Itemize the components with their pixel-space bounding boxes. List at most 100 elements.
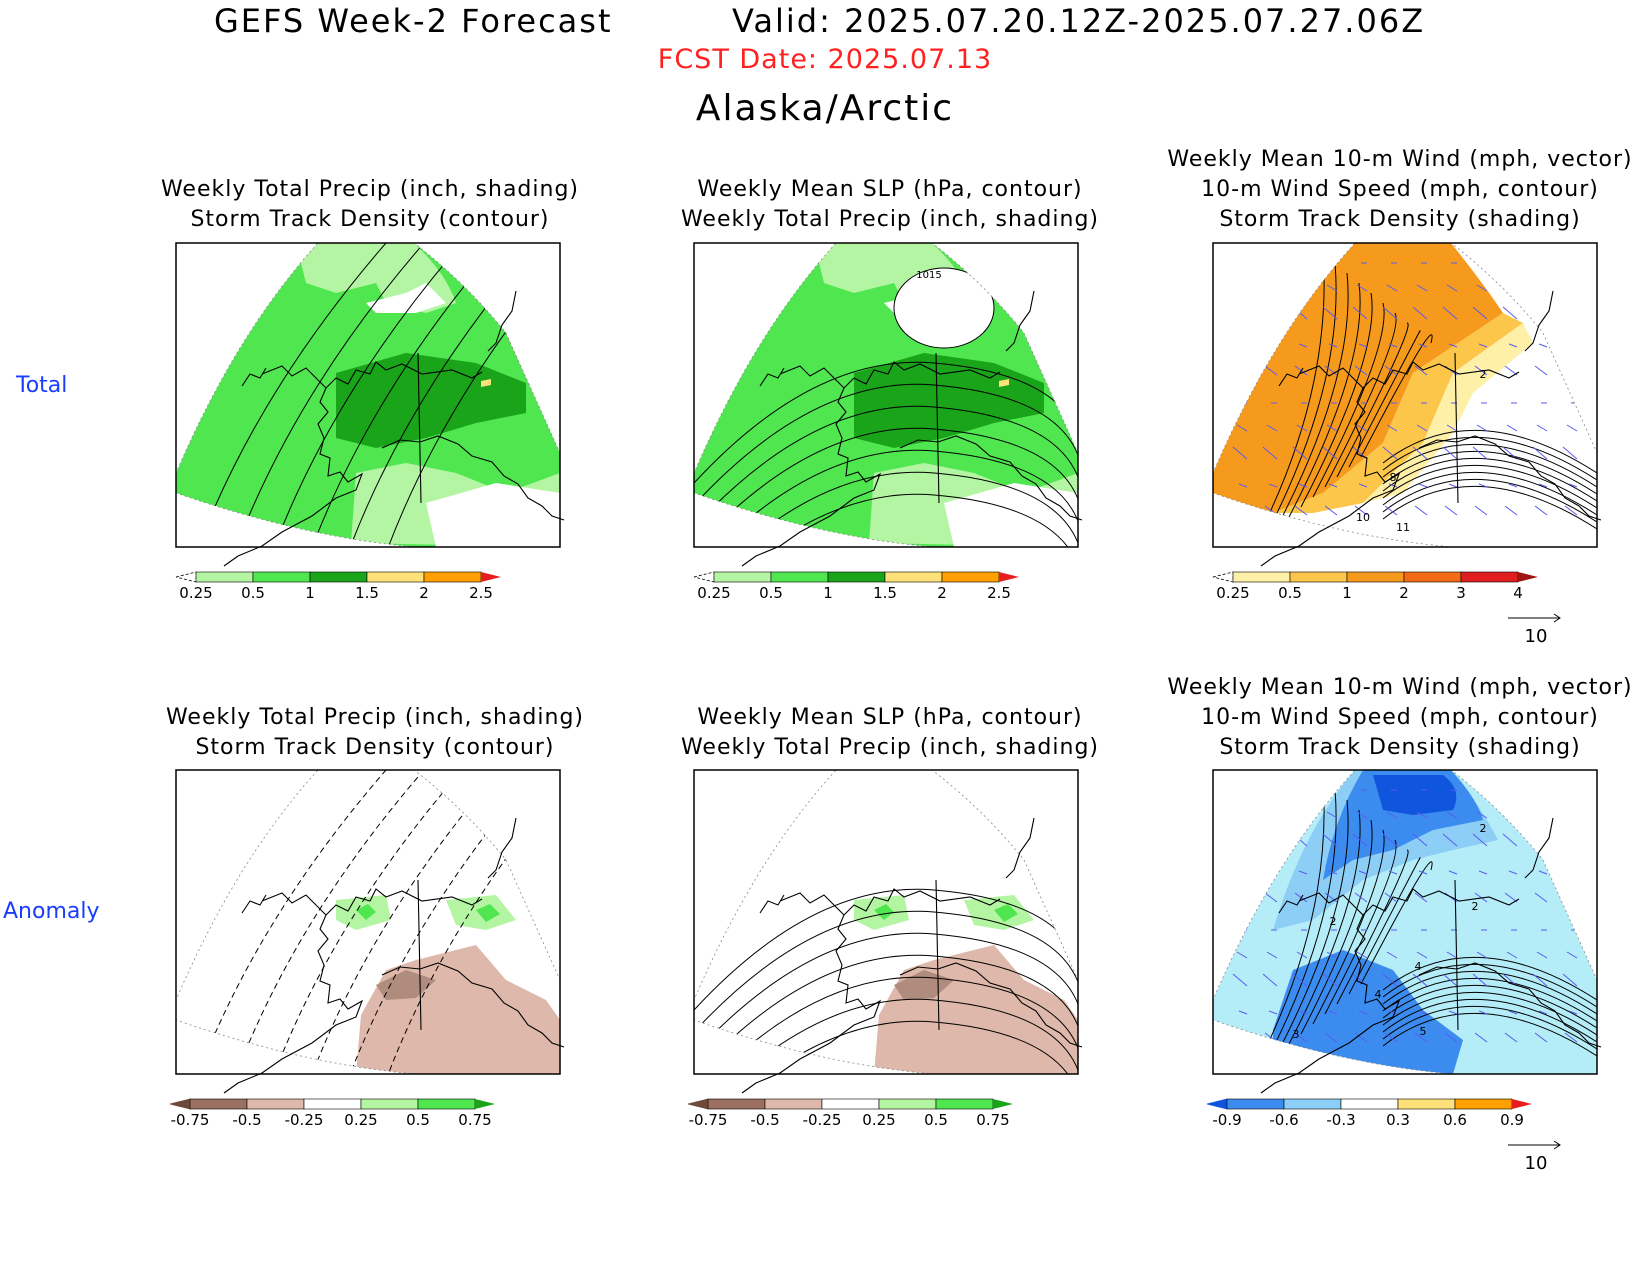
wind-vector: [1416, 424, 1428, 432]
colorbar-tick-label: 0.25: [344, 1111, 377, 1129]
wind-vector: [1534, 365, 1548, 376]
storm-anom-mid-blue-south: [1273, 950, 1463, 1074]
colorbar-segment: [246, 1098, 305, 1110]
wind-vector: [1414, 505, 1428, 516]
wind-vector: [1324, 1032, 1338, 1043]
wind-vector: [1358, 483, 1368, 488]
colorbar-right-arrow: [481, 572, 501, 582]
wind-vector: [1448, 870, 1458, 875]
colorbar-tick-label: -0.25: [803, 1111, 842, 1129]
wind-vector: [1566, 284, 1578, 292]
colorbar-segment: [309, 571, 368, 583]
contour-label: 2: [1472, 900, 1479, 913]
wind-vector: [1296, 811, 1308, 819]
colorbar-segment: [1232, 571, 1291, 583]
wind-vector: [1388, 483, 1398, 488]
wind-vector: [1448, 343, 1458, 348]
wind-vector: [1418, 343, 1428, 348]
contour-line: [1348, 857, 1421, 995]
region-title: Alaska/Arctic: [695, 88, 955, 129]
contour-line: [1382, 991, 1597, 1036]
contour-line: [1252, 252, 1325, 547]
wind-vector: [1532, 973, 1548, 987]
wind-vector: [1442, 973, 1458, 987]
slp-label-1015: 1015: [916, 270, 941, 281]
wind-vector: [1326, 951, 1338, 959]
wind-vector: [1322, 446, 1338, 460]
colorbar-tick-label: -0.75: [689, 1111, 728, 1129]
wind-vector: [1232, 833, 1248, 847]
contour-line: [1382, 956, 1597, 1001]
wind-vector: [1442, 833, 1458, 847]
contour-label: 4: [1375, 988, 1382, 1001]
wind-vector: [1386, 424, 1398, 432]
wind-vector: [1416, 951, 1428, 959]
wind-vector: [1266, 811, 1278, 819]
wind-vector: [1324, 365, 1338, 376]
colorbar-tick-label: 2.5: [469, 584, 493, 602]
colorbar-tick-label: 0.9: [1500, 1111, 1524, 1129]
wind-vector: [1412, 833, 1428, 847]
wind-vector: [1322, 833, 1338, 847]
wind-vector: [1388, 1010, 1398, 1015]
colorbar-left-arrow: [175, 571, 197, 583]
colorbar-precip-total: 0.25 0.5 1 1.5 2 2.5: [175, 571, 501, 602]
title-line: Storm Track Density (shading): [1219, 735, 1581, 760]
wind-vector: [1326, 811, 1338, 819]
map-content: [176, 243, 560, 547]
wind-vector: [1416, 284, 1428, 292]
wind-vector: [1532, 446, 1548, 460]
contour-label: 2: [1480, 368, 1487, 381]
wind-vector: [1266, 951, 1278, 959]
colorbar-segment: [366, 571, 425, 583]
wind-vector: [1264, 892, 1278, 903]
colorbar-tick-label: 1.5: [355, 584, 379, 602]
contour-line: [1288, 809, 1361, 1045]
wind-vector: [1562, 306, 1578, 320]
wind-vector: [1298, 1010, 1308, 1015]
wind-vector: [1296, 424, 1308, 432]
colorbar-tick-label: 0.5: [924, 1111, 948, 1129]
colorbar-tick-label: 0.5: [1278, 584, 1302, 602]
wind-vector: [1442, 446, 1458, 460]
wind-vector: [1566, 811, 1578, 819]
contour-line: [1276, 272, 1349, 528]
wind-vector: [1234, 1032, 1248, 1043]
contour-line: [1382, 1012, 1597, 1057]
colorbar-tick-label: 4: [1513, 584, 1523, 602]
wind-vector: [1478, 343, 1488, 348]
wind-vector: [1268, 870, 1278, 875]
wind-vector: [1562, 833, 1578, 847]
map-panel-anom-wind: 2 2 2 3 4 5 4: [1212, 769, 1602, 1094]
vector-key-label: 10: [1525, 626, 1548, 647]
wind-vector: [1266, 424, 1278, 432]
wind-vector: [1506, 951, 1518, 959]
map-frame: [693, 769, 1079, 1075]
map-panel-total-slp: 1015: [693, 242, 1083, 567]
wind-vector: [1446, 284, 1458, 292]
wind-vector: [1234, 892, 1248, 903]
wind-vector: [1322, 973, 1338, 987]
contour-line: [1382, 970, 1597, 1015]
contour-line: [694, 1020, 1078, 1074]
anom-green-mid: [874, 904, 894, 920]
wind-vector: [1536, 424, 1548, 432]
wind-vector: [1384, 892, 1398, 903]
colorbar-tick-label: 0.25: [1216, 584, 1249, 602]
wind-vector: [1382, 446, 1398, 460]
wind-vector: [1382, 833, 1398, 847]
colorbar-tick-label: 0.25: [862, 1111, 895, 1129]
colorbar-storm-anom: -0.9 -0.6 -0.3 0.3 0.6 0.9: [1206, 1098, 1532, 1129]
wind-vector: [1236, 424, 1248, 432]
precip-shading-yellow: [481, 379, 491, 387]
colorbar-segment: [1397, 1098, 1456, 1110]
wind-vector: [1412, 306, 1428, 320]
wind-vector: [1566, 424, 1578, 432]
wind-vector: [1504, 365, 1518, 376]
colorbar-segment: [1454, 1098, 1513, 1110]
coastline: [223, 817, 565, 1094]
wind-vector: [1508, 483, 1518, 488]
map-content: 2 2 2 3 4 5 4: [1213, 770, 1597, 1074]
title-line: Weekly Mean 10-m Wind (mph, vector): [1167, 675, 1633, 700]
wind-vector: [1416, 811, 1428, 819]
